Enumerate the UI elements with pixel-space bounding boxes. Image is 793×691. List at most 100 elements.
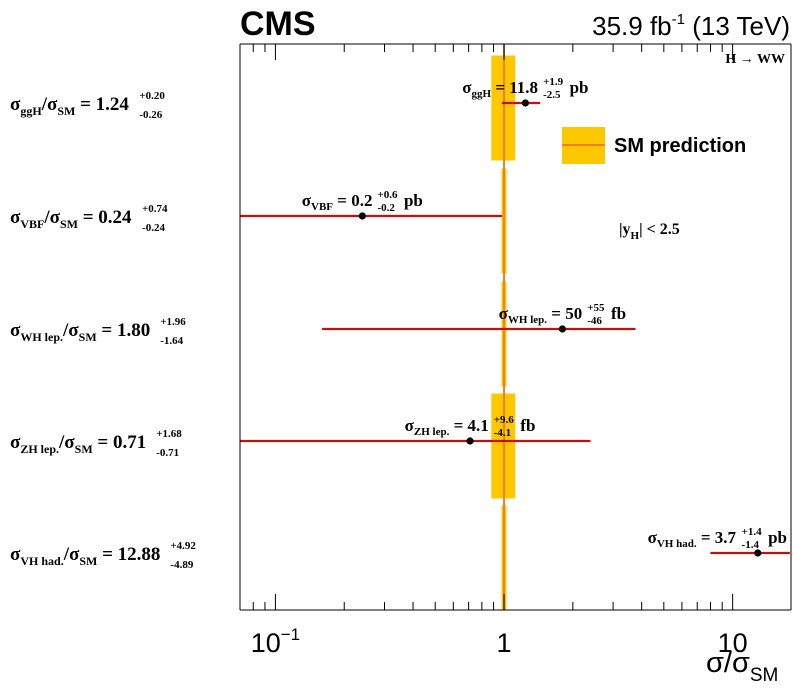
sigma-symbol: /σ xyxy=(43,207,60,228)
xsec-subscript: VH had. xyxy=(657,538,697,550)
xsec-value: = 0.2 xyxy=(333,191,372,210)
ratio-label: σVBF/σSM = 0.24 xyxy=(10,207,132,231)
energy-label: (13 TeV) xyxy=(685,11,790,41)
x-axis-title: σ/σSM xyxy=(706,647,778,686)
experiment-label: CMS xyxy=(240,5,316,43)
xsec-uncert-down: -2.5 xyxy=(543,89,561,101)
ratio-value: = 12.88 xyxy=(97,544,160,565)
ratio-uncert-down: -0.26 xyxy=(139,109,162,121)
ratio-uncert-up: +0.20 xyxy=(139,90,165,102)
ratio-value: = 1.24 xyxy=(75,94,129,115)
x-tick-label: 1 xyxy=(497,628,512,658)
xsec-label: σWH lep. = 50 xyxy=(499,304,583,326)
sigma-symbol: σ xyxy=(10,320,21,341)
sm-subscript: SM xyxy=(79,554,97,568)
x-tick-label: 10−1 xyxy=(251,625,300,658)
ratio-label: σggH/σSM = 1.24 xyxy=(10,94,129,118)
sigma-symbol: σ xyxy=(10,432,21,453)
ratio-uncert-up: +4.92 xyxy=(170,540,196,552)
rapidity-main: |y xyxy=(619,221,631,238)
xsec-label: σVBF = 0.2 xyxy=(302,191,373,213)
process-subscript: ggH xyxy=(20,104,42,118)
ratio-uncert-up: +0.74 xyxy=(142,203,168,215)
xsec-unit: pb xyxy=(404,191,423,210)
sigma-symbol: σ xyxy=(10,94,21,115)
xsec-uncert-up: +55 xyxy=(587,302,605,314)
xsec-unit: fb xyxy=(520,416,535,435)
rapidity-cut: | < 2.5 xyxy=(639,221,680,238)
ratio-uncert-down: -1.64 xyxy=(160,335,183,347)
xsec-unit: pb xyxy=(768,528,787,547)
xsec-unit: fb xyxy=(611,304,626,323)
x-tick-label: 10 xyxy=(718,628,748,658)
sigma-symbol: σ xyxy=(648,528,658,547)
data-point xyxy=(558,325,566,333)
xsec-unit: pb xyxy=(570,78,589,97)
process-subscript: WH lep. xyxy=(20,330,63,344)
data-point xyxy=(358,212,366,220)
sm-subscript: SM xyxy=(57,104,75,118)
sm-subscript: SM xyxy=(75,442,93,456)
plot-frame xyxy=(239,43,792,611)
ratio-label: σZH lep./σSM = 0.71 xyxy=(10,432,146,456)
sigma-symbol: σ xyxy=(10,544,21,565)
xsec-uncert-up: +1.4 xyxy=(742,526,763,538)
xsec-value: = 11.8 xyxy=(491,78,538,97)
xsec-uncert-down: -0.2 xyxy=(377,202,395,214)
tick-base: 1 xyxy=(497,628,512,658)
sm-subscript: SM xyxy=(79,330,97,344)
xsec-label: σVH had. = 3.7 xyxy=(648,528,737,550)
xsec-uncert-up: +0.6 xyxy=(377,189,398,201)
tick-base: 10 xyxy=(718,628,748,658)
ratio-value: = 1.80 xyxy=(97,320,151,341)
ratio-uncert-down: -0.71 xyxy=(156,447,179,459)
process-subscript: ZH lep. xyxy=(20,442,59,456)
error-bars xyxy=(240,99,790,557)
sigma-symbol: /σ xyxy=(63,544,80,565)
sigma-symbol: /σ xyxy=(41,94,58,115)
xsec-subscript: ZH lep. xyxy=(414,426,450,438)
data-point xyxy=(521,99,529,107)
sigma-symbol: σ xyxy=(405,416,415,435)
x-axis-subscript: SM xyxy=(750,665,779,686)
xsec-label: σZH lep. = 4.1 xyxy=(405,416,489,438)
legend-label: SM prediction xyxy=(614,135,746,157)
sigma-symbol: σ xyxy=(10,207,21,228)
tick-base: 10 xyxy=(251,628,281,658)
sm-subscript: SM xyxy=(60,217,78,231)
xsec-subscript: VBF xyxy=(311,201,333,213)
xsec-uncert-down: -4.1 xyxy=(494,427,511,439)
channel-label: H → WW xyxy=(725,52,785,67)
tick-exponent: −1 xyxy=(281,625,300,644)
xsec-uncert-up: +1.9 xyxy=(543,76,564,88)
xsec-uncert-down: -1.4 xyxy=(742,539,760,551)
sm-bands xyxy=(491,44,516,611)
ratio-uncert-up: +1.68 xyxy=(156,428,182,440)
process-subscript: VH had. xyxy=(20,554,63,568)
xsec-subscript: ggH xyxy=(472,88,492,100)
rapidity-label: |yH| < 2.5 xyxy=(619,221,680,242)
xsec-uncert-down: -46 xyxy=(587,315,602,327)
sigma-symbol: σ xyxy=(499,304,509,323)
ratio-uncert-up: +1.96 xyxy=(160,316,186,328)
ratio-label: σWH lep./σSM = 1.80 xyxy=(10,320,150,344)
xsec-subscript: WH lep. xyxy=(508,314,547,326)
ratio-uncert-down: -0.24 xyxy=(142,222,165,234)
ratio-label: σVH had./σSM = 12.88 xyxy=(10,544,160,568)
data-point xyxy=(754,549,762,557)
lumi-value: 35.9 fb xyxy=(592,11,672,41)
sigma-symbol: σ xyxy=(302,191,312,210)
ratio-value: = 0.71 xyxy=(93,432,147,453)
data-point xyxy=(466,437,474,445)
x-axis-sigma: σ/σ xyxy=(706,647,750,679)
xsec-uncert-up: +9.6 xyxy=(494,414,515,426)
ratio-value: = 0.24 xyxy=(78,207,132,228)
ratio-uncert-down: -4.89 xyxy=(170,559,193,571)
sigma-symbol: σ xyxy=(462,78,472,97)
xsec-value: = 4.1 xyxy=(449,416,488,435)
xsec-label: σggH = 11.8 xyxy=(462,78,538,100)
xsec-value: = 3.7 xyxy=(697,528,737,547)
xsec-value: = 50 xyxy=(547,304,582,323)
